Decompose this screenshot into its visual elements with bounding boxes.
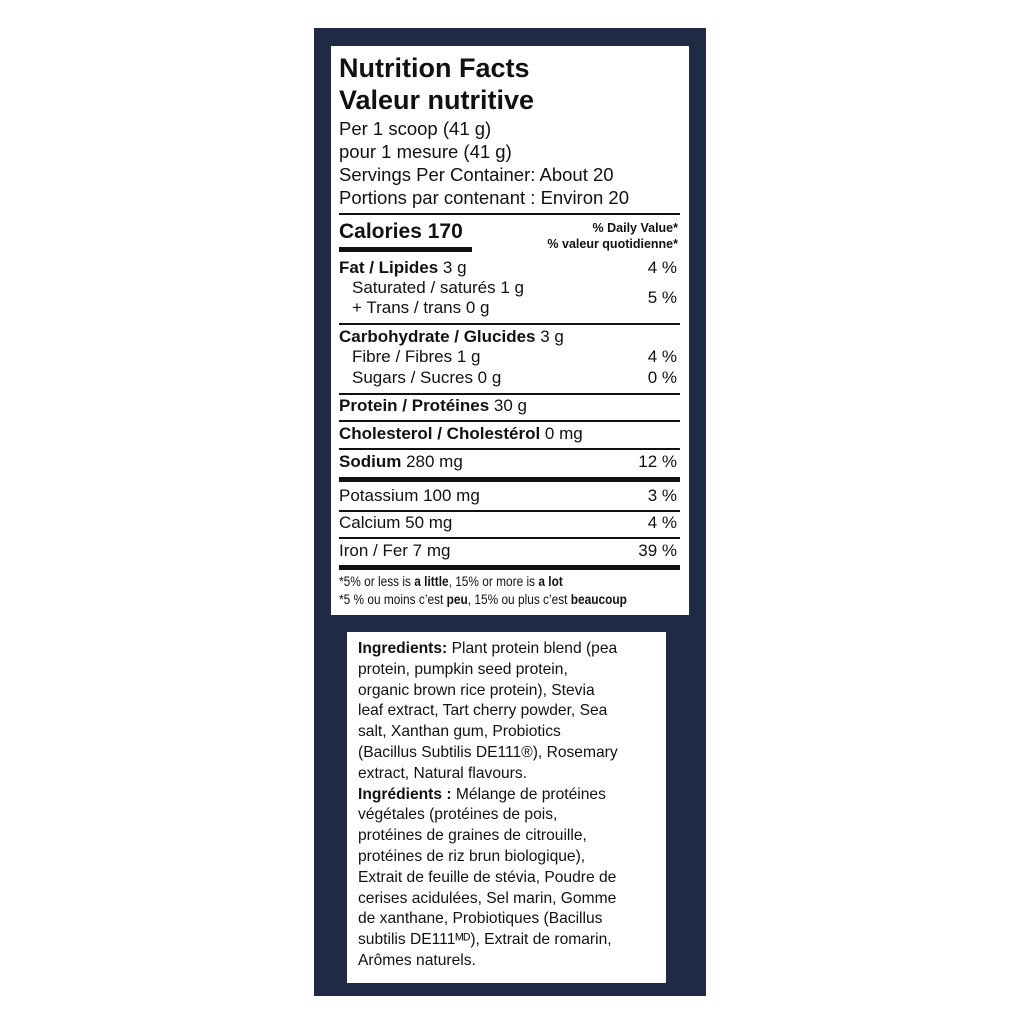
- nutrient-amount: Potassium 100 mg: [339, 486, 480, 505]
- nutrient-row: Calcium 50 mg: [339, 514, 452, 531]
- divider: [339, 420, 680, 422]
- nutrition-facts-table: Nutrition Facts Valeur nutritive Per 1 s…: [331, 46, 689, 615]
- ingredients-box: Ingredients: Plant protein blend (pea pro…: [347, 632, 666, 983]
- daily-value-percent: 39 %: [638, 541, 677, 560]
- nutrient-amount: Calcium 50 mg: [339, 513, 453, 532]
- ingredients-line: salt, Xanthan gum, Probiotics: [358, 724, 561, 740]
- nutrient-amount: 0 mg: [540, 424, 583, 443]
- nutrient-amount: Saturated / saturés 1 g: [352, 278, 524, 297]
- nutrient-amount: 280 mg: [401, 452, 463, 471]
- daily-value-percent: 0 %: [647, 368, 677, 387]
- daily-value-percent: 3 %: [647, 486, 677, 505]
- nutrient-row: Carbohydrate / Glucides 3 g: [339, 328, 564, 345]
- daily-value-percent: 5 %: [647, 288, 677, 307]
- nutrient-row: + Trans / trans 0 g: [352, 299, 490, 316]
- title-en: Nutrition Facts: [339, 53, 530, 83]
- daily-value-percent: 4 %: [647, 258, 677, 277]
- divider: [339, 323, 680, 325]
- serving-size-fr: pour 1 mesure (41 g): [339, 141, 512, 162]
- ingredients-text: leaf extract, Tart cherry powder, Sea: [358, 702, 608, 720]
- ingredients-text: protéines de riz brun biologique),: [358, 848, 586, 865]
- ingredients-line: protein, pumpkin seed protein,: [358, 660, 568, 678]
- nutrient-row: Cholesterol / Cholestérol 0 mg: [339, 425, 583, 442]
- servings-per-container-fr: Portions par contenant : Environ 20: [339, 187, 630, 208]
- ingredients-line: Ingrédients : Mélange de protéines: [358, 785, 606, 803]
- ingredients-line: végétales (protéines de pois,: [358, 807, 557, 823]
- serving-size-en: Per 1 scoop (41 g): [339, 118, 492, 139]
- divider: [339, 448, 680, 450]
- nutrient-amount: Fibre / Fibres 1 g: [352, 347, 481, 366]
- calories: Calories 170: [339, 220, 463, 243]
- ingredients-text: subtilis DE111ᴹᴰ), Extrait de romarin,: [358, 931, 612, 949]
- daily-value-percent: 4 %: [647, 513, 677, 532]
- divider: [339, 537, 680, 539]
- ingredients-text: Extrait de feuille de stévia, Poudre de: [358, 868, 617, 886]
- nutrient-name: Fat / Lipides: [339, 258, 439, 277]
- nutrient-name: Carbohydrate / Glucides: [339, 327, 536, 346]
- nutrient-row: Sodium 280 mg: [339, 453, 463, 470]
- title-fr: Valeur nutritive: [339, 85, 535, 115]
- footnote-fr: *5 % ou moins c’est peu, 15% ou plus c’e…: [339, 592, 627, 607]
- nutrient-name: Sodium: [339, 452, 402, 471]
- daily-value-percent: 4 %: [647, 347, 677, 366]
- ingredients-text: (Bacillus Subtilis DE111®), Rosemary: [358, 744, 618, 761]
- ingredients-text: Arômes naturels.: [358, 952, 476, 969]
- divider: [339, 477, 680, 482]
- nutrient-row: Fat / Lipides 3 g: [339, 259, 467, 276]
- nutrient-row: Protein / Protéines 30 g: [339, 397, 527, 414]
- nutrient-name: Protein / Protéines: [339, 396, 490, 415]
- ingredients-line: subtilis DE111ᴹᴰ), Extrait de romarin,: [358, 932, 612, 948]
- ingredients-line: Arômes naturels.: [358, 953, 476, 969]
- ingredients-text: cerises acidulées, Sel marin, Gomme: [358, 889, 617, 907]
- ingredients-heading: Ingredients:: [358, 640, 448, 657]
- ingredients-line: protéines de graines de citrouille,: [358, 828, 587, 844]
- ingredients-text: de xanthane, Probiotiques (Bacillus: [358, 910, 603, 928]
- ingredients-line: (Bacillus Subtilis DE111®), Rosemary: [358, 745, 618, 761]
- nutrient-row: Sugars / Sucres 0 g: [352, 369, 501, 386]
- ingredients-line: de xanthane, Probiotiques (Bacillus: [358, 911, 602, 927]
- ingredients-line: Ingredients: Plant protein blend (pea: [358, 641, 617, 657]
- ingredients-line: protéines de riz brun biologique),: [358, 849, 585, 865]
- nutrient-row: Potassium 100 mg: [339, 487, 480, 504]
- footnote-en: *5% or less is a little, 15% or more is …: [339, 574, 563, 589]
- nutrient-amount: 3 g: [438, 258, 467, 277]
- divider: [339, 510, 680, 512]
- daily-value-en: % Daily Value*: [592, 221, 678, 235]
- nutrient-amount: Sugars / Sucres 0 g: [352, 368, 502, 387]
- nutrient-amount: 30 g: [489, 396, 528, 415]
- divider: [339, 213, 680, 215]
- divider: [339, 565, 680, 570]
- calories-bar: [339, 247, 472, 252]
- ingredients-heading: Ingrédients :: [358, 785, 452, 803]
- ingredients-text: Mélange de protéines: [451, 785, 606, 803]
- ingredients-line: Extrait de feuille de stévia, Poudre de: [358, 868, 617, 886]
- nutrient-row: Saturated / saturés 1 g: [352, 279, 524, 296]
- divider: [339, 393, 680, 395]
- servings-per-container-en: Servings Per Container: About 20: [339, 164, 614, 185]
- nutrient-name: Cholesterol / Cholestérol: [339, 424, 541, 443]
- daily-value-fr: % valeur quotidienne*: [547, 237, 678, 251]
- ingredients-text: protéines de graines de citrouille,: [358, 827, 587, 845]
- ingredients-line: leaf extract, Tart cherry powder, Sea: [358, 703, 607, 719]
- ingredients-line: extract, Natural flavours.: [358, 764, 527, 782]
- nutrient-amount: + Trans / trans 0 g: [352, 298, 490, 317]
- ingredients-line: cerises acidulées, Sel marin, Gomme: [358, 889, 617, 907]
- ingredients-text: organic brown rice protein), Stevia: [358, 681, 595, 699]
- nutrient-amount: Iron / Fer 7 mg: [339, 541, 451, 560]
- ingredients-text: protein, pumpkin seed protein,: [358, 660, 568, 678]
- ingredients-text: Plant protein blend (pea: [447, 640, 618, 657]
- nutrient-row: Iron / Fer 7 mg: [339, 542, 450, 559]
- ingredients-text: extract, Natural flavours.: [358, 764, 527, 782]
- ingredients-text: salt, Xanthan gum, Probiotics: [358, 723, 561, 741]
- ingredients-line: organic brown rice protein), Stevia: [358, 681, 595, 699]
- nutrient-amount: 3 g: [535, 327, 564, 346]
- nutrient-row: Fibre / Fibres 1 g: [352, 348, 481, 365]
- daily-value-percent: 12 %: [638, 452, 677, 471]
- ingredients-text: végétales (protéines de pois,: [358, 806, 558, 824]
